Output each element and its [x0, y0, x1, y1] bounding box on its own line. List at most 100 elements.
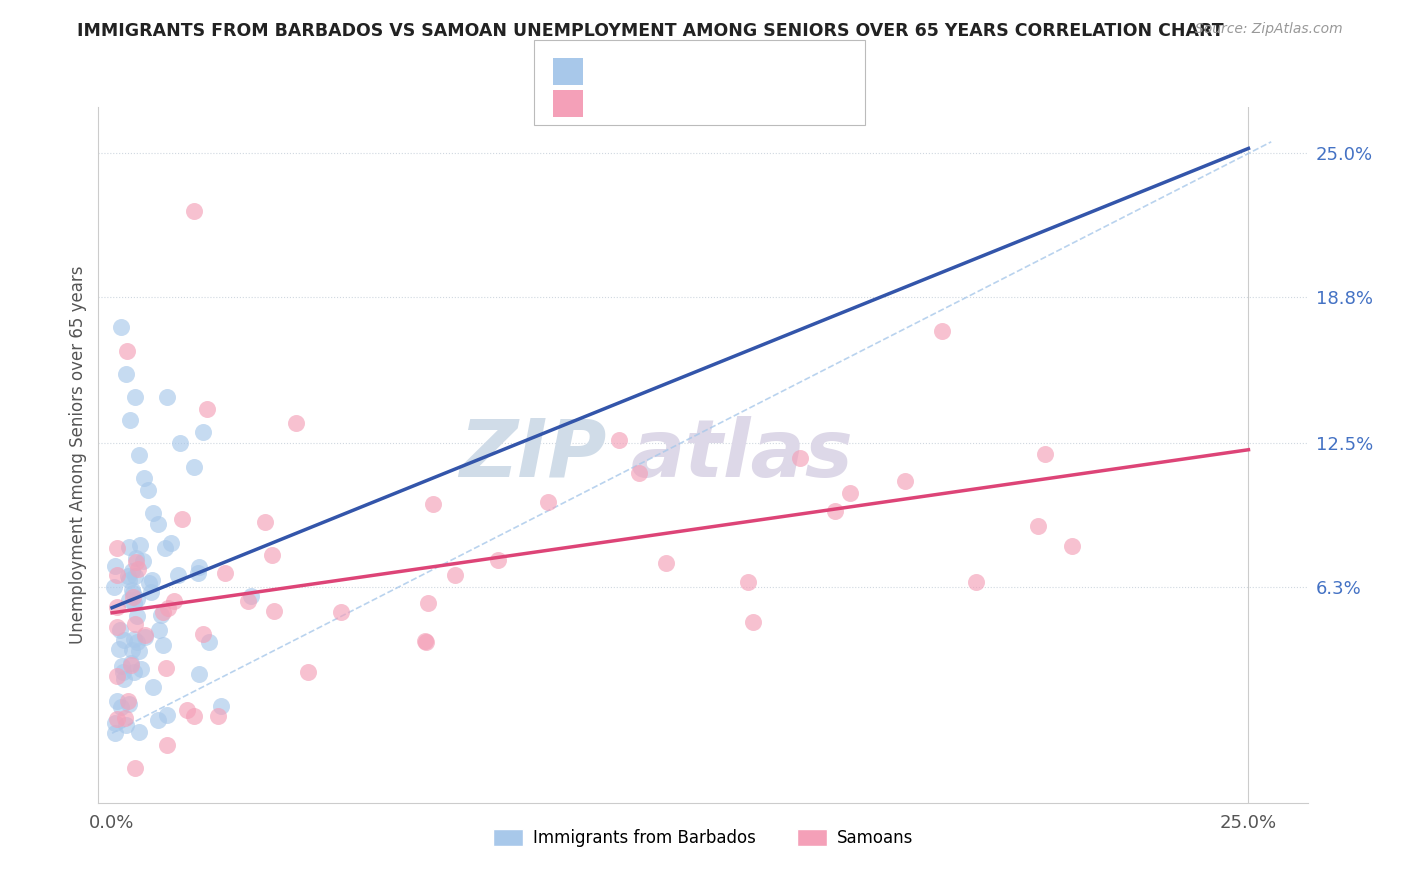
Point [105, 599, 128, 614]
Point [183, 459, 205, 474]
Point [1033, 447, 1056, 461]
Point [112, 633, 135, 648]
Point [124, 569, 146, 583]
Point [824, 504, 846, 518]
Point [117, 569, 139, 583]
Point [260, 549, 283, 563]
Point [141, 574, 163, 588]
Point [170, 512, 193, 526]
Point [142, 506, 165, 520]
Point [127, 562, 149, 576]
Point [134, 628, 156, 642]
Point [297, 665, 319, 680]
Point [118, 540, 141, 554]
Point [209, 699, 232, 714]
Point [142, 680, 165, 694]
Point [207, 709, 229, 723]
Point [789, 450, 811, 465]
Point [737, 575, 759, 590]
Point [110, 320, 132, 334]
Point [128, 644, 150, 658]
Point [105, 693, 128, 707]
Point [263, 604, 285, 618]
Point [155, 738, 177, 752]
Text: atlas: atlas [630, 416, 853, 494]
Point [105, 668, 128, 682]
Point [152, 638, 174, 652]
Point [155, 661, 177, 675]
Point [1060, 539, 1083, 553]
Point [965, 575, 987, 590]
Text: Source: ZipAtlas.com: Source: ZipAtlas.com [1195, 22, 1343, 37]
Point [894, 474, 917, 488]
Text: R =: R = [595, 95, 631, 112]
Point [285, 416, 308, 430]
Point [114, 711, 136, 725]
Point [146, 517, 169, 532]
Point [198, 635, 221, 649]
Point [108, 641, 131, 656]
Point [124, 596, 146, 610]
Point [112, 672, 135, 686]
Text: R =: R = [595, 62, 631, 80]
Point [124, 617, 146, 632]
Point [114, 718, 136, 732]
Point [118, 573, 141, 587]
Point [110, 700, 132, 714]
Point [187, 566, 209, 580]
Text: N =: N = [689, 95, 725, 112]
Point [741, 615, 763, 629]
Point [628, 466, 651, 480]
Point [138, 576, 160, 591]
Point [124, 551, 146, 566]
Point [486, 553, 509, 567]
Text: 57: 57 [718, 95, 741, 112]
Point [183, 709, 205, 723]
Point [176, 703, 198, 717]
Point [110, 658, 132, 673]
Point [125, 555, 148, 569]
Point [239, 589, 262, 603]
Point [121, 565, 143, 579]
Point [655, 557, 678, 571]
Point [104, 726, 127, 740]
Point [124, 390, 146, 404]
Point [139, 584, 162, 599]
Point [110, 624, 132, 638]
Point [148, 713, 170, 727]
Point [105, 712, 128, 726]
Point [191, 425, 214, 439]
Point [169, 436, 191, 450]
Point [121, 643, 143, 657]
Point [129, 662, 152, 676]
Point [105, 541, 128, 555]
Point [118, 697, 141, 711]
Point [121, 582, 143, 597]
Point [156, 708, 179, 723]
Point [122, 590, 145, 604]
Point [120, 413, 142, 427]
Point [195, 401, 218, 416]
Point [150, 607, 173, 622]
Point [191, 627, 214, 641]
Point [125, 635, 148, 649]
Point [103, 580, 125, 594]
Point [148, 623, 170, 637]
Point [188, 560, 211, 574]
Text: IMMIGRANTS FROM BARBADOS VS SAMOAN UNEMPLOYMENT AMONG SENIORS OVER 65 YEARS CORR: IMMIGRANTS FROM BARBADOS VS SAMOAN UNEMP… [77, 22, 1225, 40]
Point [183, 204, 205, 219]
Point [103, 559, 125, 574]
Point [931, 325, 953, 339]
Point [138, 483, 160, 497]
Point [112, 665, 135, 680]
Point [127, 591, 149, 606]
Point [155, 390, 177, 404]
Point [415, 635, 437, 649]
Point [167, 568, 190, 582]
Point [105, 567, 128, 582]
Legend: Immigrants from Barbados, Samoans: Immigrants from Barbados, Samoans [486, 822, 920, 854]
Point [132, 471, 155, 485]
Point [122, 665, 145, 680]
Point [416, 596, 439, 610]
Point [128, 724, 150, 739]
